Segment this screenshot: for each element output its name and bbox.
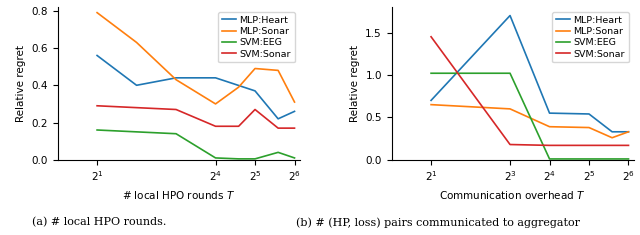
SVM:Sonar — [608, 144, 616, 147]
MLP:Sonar — [93, 11, 101, 14]
SVM:EEG — [428, 72, 435, 75]
Legend: MLP:Heart, MLP:Sonar, SVM:EEG, SVM:Sonar: MLP:Heart, MLP:Sonar, SVM:EEG, SVM:Sonar — [218, 12, 295, 63]
SVM:EEG — [291, 157, 298, 159]
Line: SVM:Sonar: SVM:Sonar — [97, 106, 294, 128]
SVM:Sonar — [625, 144, 632, 147]
Text: (a) # local HPO rounds.: (a) # local HPO rounds. — [32, 217, 166, 228]
MLP:Sonar — [235, 86, 243, 89]
MLP:Sonar — [428, 103, 435, 106]
Line: SVM:EEG: SVM:EEG — [431, 73, 628, 159]
MLP:Heart — [172, 76, 180, 79]
SVM:EEG — [625, 157, 632, 160]
MLP:Heart — [506, 14, 514, 17]
SVM:EEG — [546, 157, 554, 160]
SVM:Sonar — [212, 125, 220, 128]
MLP:Sonar — [275, 69, 282, 72]
SVM:Sonar — [585, 144, 593, 147]
SVM:Sonar — [235, 125, 243, 128]
MLP:Heart — [291, 110, 298, 113]
Legend: MLP:Heart, MLP:Sonar, SVM:EEG, SVM:Sonar: MLP:Heart, MLP:Sonar, SVM:EEG, SVM:Sonar — [552, 12, 629, 63]
SVM:Sonar — [172, 108, 180, 111]
MLP:Sonar — [546, 125, 554, 128]
Line: MLP:Sonar: MLP:Sonar — [97, 13, 294, 104]
SVM:Sonar — [251, 108, 259, 111]
MLP:Sonar — [291, 101, 298, 103]
MLP:Sonar — [172, 78, 180, 81]
SVM:Sonar — [428, 35, 435, 38]
MLP:Heart — [212, 76, 220, 79]
SVM:EEG — [132, 130, 140, 133]
SVM:Sonar — [275, 127, 282, 129]
Text: (b) # (HP, loss) pairs communicated to aggregator: (b) # (HP, loss) pairs communicated to a… — [296, 217, 580, 228]
MLP:Sonar — [251, 67, 259, 70]
SVM:EEG — [275, 151, 282, 154]
MLP:Sonar — [506, 107, 514, 110]
SVM:EEG — [93, 129, 101, 131]
MLP:Heart — [546, 112, 554, 114]
SVM:EEG — [212, 157, 220, 159]
SVM:Sonar — [546, 144, 554, 147]
MLP:Heart — [93, 54, 101, 57]
SVM:EEG — [172, 132, 180, 135]
MLP:Heart — [428, 99, 435, 102]
SVM:Sonar — [506, 143, 514, 146]
Y-axis label: Relative regret: Relative regret — [16, 45, 26, 122]
Line: SVM:EEG: SVM:EEG — [97, 130, 294, 159]
MLP:Heart — [625, 130, 632, 133]
SVM:EEG — [608, 157, 616, 160]
SVM:EEG — [585, 157, 593, 160]
Line: SVM:Sonar: SVM:Sonar — [431, 37, 628, 145]
MLP:Sonar — [625, 130, 632, 133]
MLP:Heart — [251, 90, 259, 92]
MLP:Sonar — [608, 136, 616, 139]
SVM:EEG — [251, 157, 259, 160]
MLP:Heart — [585, 113, 593, 115]
MLP:Sonar — [132, 41, 140, 44]
SVM:EEG — [235, 157, 243, 160]
MLP:Sonar — [585, 126, 593, 129]
X-axis label: Communication overhead $T$: Communication overhead $T$ — [440, 189, 586, 201]
Line: MLP:Sonar: MLP:Sonar — [431, 105, 628, 138]
SVM:Sonar — [291, 127, 298, 129]
X-axis label: # local HPO rounds $T$: # local HPO rounds $T$ — [122, 189, 235, 201]
MLP:Sonar — [212, 102, 220, 105]
MLP:Heart — [608, 130, 616, 133]
Line: MLP:Heart: MLP:Heart — [97, 55, 294, 119]
SVM:EEG — [506, 72, 514, 75]
MLP:Heart — [132, 84, 140, 87]
Line: MLP:Heart: MLP:Heart — [431, 16, 628, 132]
SVM:Sonar — [132, 106, 140, 109]
MLP:Heart — [275, 118, 282, 120]
Y-axis label: Relative regret: Relative regret — [349, 45, 360, 122]
SVM:Sonar — [93, 104, 101, 107]
